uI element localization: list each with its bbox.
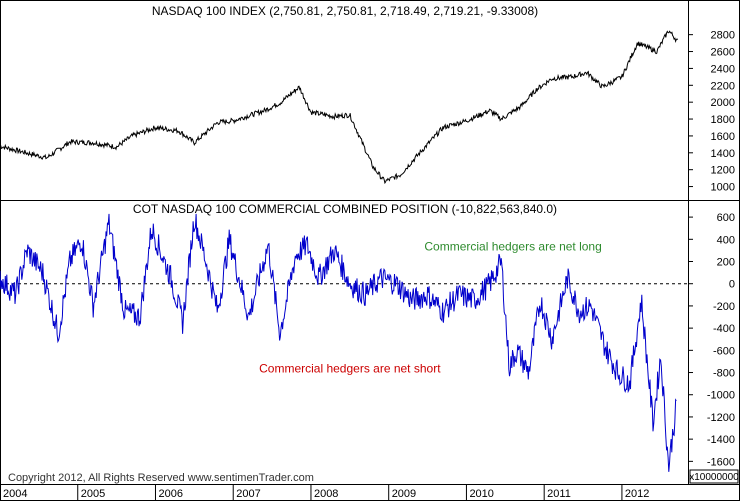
price-tick-label: 1000 (711, 182, 735, 194)
price-tick-label: 2600 (711, 47, 735, 59)
x-tick-label: 2004 (3, 488, 27, 500)
cot-tick-label: -800 (713, 368, 735, 380)
price-title: NASDAQ 100 INDEX (2,750.81, 2,750.81, 2,… (152, 4, 538, 18)
cot-tick-label: -400 (713, 323, 735, 335)
price-y-ticks: 1000 1200 1400 1600 1800 2000 2200 2400 2600 2800 (688, 30, 735, 194)
price-tick-label: 2200 (711, 80, 735, 92)
cot-y-ticks: 600 400 200 0 -200 -400 -600 -800 -1000 -1200 -140… (688, 212, 735, 468)
cot-tick-label: -1200 (707, 412, 735, 424)
x-tick-label: 2012 (625, 488, 649, 500)
price-tick-label: 2400 (711, 63, 735, 75)
cot-tick-label: 600 (717, 212, 735, 224)
cot-title: COT NASDAQ 100 COMMERCIAL COMBINED POSIT… (133, 202, 557, 216)
price-tick-label: 2800 (711, 30, 735, 42)
annotation-net-short: Commercial hedgers are net short (259, 362, 441, 376)
cot-panel: COT NASDAQ 100 COMMERCIAL COMBINED POSIT… (0, 200, 739, 484)
copyright-text: Copyright 2012, All Rights Reserved www.… (8, 472, 314, 484)
unit-label: x10000000 (689, 472, 739, 483)
x-tick-label: 2007 (236, 488, 260, 500)
annotation-net-long: Commercial hedgers are net long (424, 239, 601, 253)
cot-tick-label: -600 (713, 345, 735, 357)
x-tick-label: 2010 (469, 488, 493, 500)
cot-tick-label: -1600 (707, 456, 735, 468)
price-tick-label: 1600 (711, 131, 735, 143)
cot-tick-label: 200 (717, 257, 735, 269)
cot-tick-label: 400 (717, 234, 735, 246)
x-tick-label: 2005 (81, 488, 105, 500)
price-tick-label: 1400 (711, 148, 735, 160)
cot-series-line (0, 213, 677, 472)
price-series-line (0, 30, 679, 185)
x-axis-ticks: 2004 2005 2006 2007 2008 2009 2010 2011 2012 (0, 484, 649, 501)
cot-tick-label: -1400 (707, 434, 735, 446)
cot-tick-label: 0 (729, 279, 735, 291)
x-tick-label: 2008 (314, 488, 338, 500)
cot-tick-label: -200 (713, 301, 735, 313)
x-tick-label: 2011 (547, 488, 571, 500)
unit-label-box (689, 469, 739, 484)
price-tick-label: 2000 (711, 97, 735, 109)
price-tick-label: 1200 (711, 165, 735, 177)
cot-tick-label: -1000 (707, 390, 735, 402)
price-tick-label: 1800 (711, 114, 735, 126)
price-panel: NASDAQ 100 INDEX (2,750.81, 2,750.81, 2,… (0, 0, 740, 201)
x-tick-label: 2009 (392, 488, 416, 500)
x-tick-label: 2006 (158, 488, 182, 500)
